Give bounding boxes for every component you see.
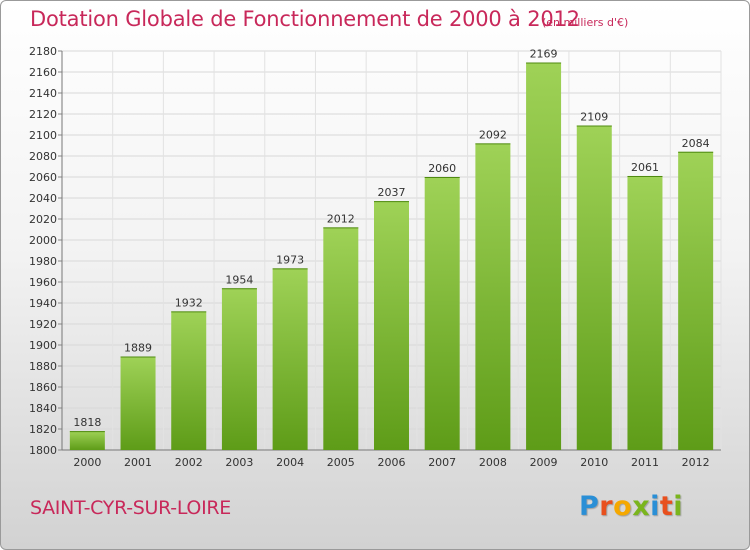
logo-letter: i xyxy=(650,491,660,522)
data-label: 2169 xyxy=(530,48,558,61)
data-label: 2037 xyxy=(378,186,406,199)
y-tick-label: 1960 xyxy=(29,276,57,289)
bar-2006 xyxy=(374,201,409,450)
x-tick-label: 2001 xyxy=(124,456,152,469)
y-tick-label: 2040 xyxy=(29,192,57,205)
city-name: SAINT-CYR-SUR-LOIRE xyxy=(30,497,231,519)
x-tick-label: 2009 xyxy=(530,456,558,469)
y-tick-label: 2080 xyxy=(29,150,57,163)
bar-2004 xyxy=(272,268,308,450)
x-tick-label: 2007 xyxy=(428,456,456,469)
logo-letter: r xyxy=(599,491,614,522)
y-tick-label: 2020 xyxy=(29,213,57,226)
data-label: 2084 xyxy=(682,137,710,150)
data-label: 1889 xyxy=(124,342,152,355)
x-tick-label: 2011 xyxy=(631,456,659,469)
y-tick-label: 2140 xyxy=(29,87,57,100)
y-tick-label: 1920 xyxy=(29,318,57,331)
y-tick-label: 2160 xyxy=(29,66,57,79)
bar-2001 xyxy=(120,356,156,450)
x-tick-label: 2003 xyxy=(225,456,253,469)
x-tick-label: 2012 xyxy=(682,456,710,469)
bar-2012 xyxy=(678,151,714,451)
y-tick-label: 2180 xyxy=(29,45,57,58)
bar-2002 xyxy=(171,311,207,450)
x-tick-label: 2010 xyxy=(580,456,608,469)
y-tick-label: 1840 xyxy=(29,402,57,415)
logo-letter: i xyxy=(673,491,684,522)
data-labels: 1818 1889 1932 1954 1973 2012 2037 2060 2092 2169… xyxy=(73,48,709,430)
bar-2008 xyxy=(475,143,511,450)
data-label: 2061 xyxy=(631,161,659,174)
x-tick-label: 2002 xyxy=(175,456,203,469)
data-label: 1954 xyxy=(225,273,253,286)
data-label: 2012 xyxy=(327,212,355,225)
y-tick-label: 1860 xyxy=(29,381,57,394)
bar-2010 xyxy=(576,125,612,451)
x-tick-label: 2005 xyxy=(327,456,355,469)
data-label: 2109 xyxy=(580,111,608,124)
y-tick-label: 2000 xyxy=(29,234,57,247)
bar-2007 xyxy=(424,177,460,450)
chart-title: Dotation Globale de Fonctionnement de 20… xyxy=(30,7,580,31)
data-label: 2092 xyxy=(479,128,507,141)
y-tick-label: 1800 xyxy=(29,444,57,457)
bar-2011 xyxy=(627,175,663,450)
y-tick-label: 2100 xyxy=(29,129,57,142)
bars xyxy=(69,62,714,451)
data-label: 1818 xyxy=(73,416,101,429)
bar-2000 xyxy=(69,431,105,450)
y-tick-label: 1900 xyxy=(29,339,57,352)
logo-letter: P xyxy=(579,491,600,522)
data-label: 1973 xyxy=(276,253,304,266)
y-tick-label: 1880 xyxy=(29,360,57,373)
x-tick-label: 2000 xyxy=(73,456,101,469)
data-label: 2060 xyxy=(428,162,456,175)
y-tick-label: 1940 xyxy=(29,297,57,310)
y-tick-label: 2120 xyxy=(29,108,57,121)
bar-2003 xyxy=(221,288,257,450)
bar-2005 xyxy=(323,227,359,450)
data-label: 1932 xyxy=(175,296,203,309)
bar-2009 xyxy=(526,62,562,451)
x-tick-label: 2008 xyxy=(479,456,507,469)
y-tick-label: 1820 xyxy=(29,423,57,436)
logo-letter: x xyxy=(632,491,651,522)
x-tick-label: 2006 xyxy=(378,456,406,469)
y-tick-label: 1980 xyxy=(29,255,57,268)
chart-subtitle: (en milliers d'€) xyxy=(542,16,629,29)
proxiti-logo[interactable]: Proxiti xyxy=(579,491,683,522)
y-tick-label: 2060 xyxy=(29,171,57,184)
logo-letter: t xyxy=(659,491,674,522)
logo-letter: o xyxy=(613,491,633,522)
x-tick-label: 2004 xyxy=(276,456,304,469)
